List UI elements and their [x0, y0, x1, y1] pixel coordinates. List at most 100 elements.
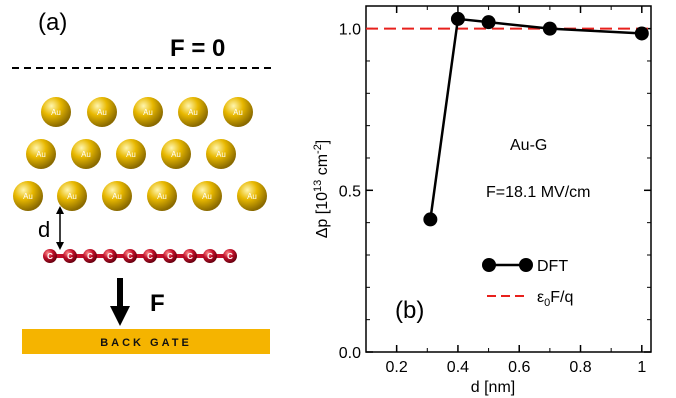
field-zero-label: F = 0: [170, 35, 225, 62]
gold-atom-sphere: [26, 139, 56, 169]
carbon-atom-label: C: [47, 252, 53, 261]
x-tick-label: 0.4: [447, 359, 469, 376]
carbon-atom: C: [83, 249, 97, 263]
distance-label: d: [38, 217, 50, 242]
gold-atom-label: Au: [188, 108, 198, 117]
gold-atom-sphere: [41, 97, 71, 127]
legend-reference-label: ε0F/q: [537, 289, 573, 309]
gold-atom: Au: [57, 181, 87, 211]
panel-b: 0.2 0.4 0.6 0.8 1 0.0 0.5 1.0 Δp [1013 cm-2] d …: [312, 5, 652, 396]
gold-atom: Au: [133, 97, 163, 127]
carbon-atom-label: C: [187, 252, 193, 261]
plot-area: [365, 5, 652, 353]
carbon-atom-label: C: [87, 252, 93, 261]
distance-arrow-head-down: [56, 242, 64, 250]
gold-atom-label: Au: [81, 150, 91, 159]
x-tick-label: 1: [637, 359, 646, 376]
y-axis-label: Δp [1013 cm-2]: [312, 140, 331, 239]
carbon-atom-sphere: [123, 249, 137, 263]
gold-atom: Au: [71, 139, 101, 169]
gold-atom-sphere: [147, 181, 177, 211]
gold-atom-sphere: [178, 97, 208, 127]
dft-data-point: [634, 26, 649, 41]
dft-data-point: [423, 212, 438, 227]
gold-atom-sphere: [13, 181, 43, 211]
gold-atom-sphere: [87, 97, 117, 127]
gold-atom-sphere: [133, 97, 163, 127]
carbon-atom-label: C: [127, 252, 133, 261]
carbon-atom-sphere: [203, 249, 217, 263]
dft-data-point: [450, 11, 465, 26]
dft-data-point: [481, 15, 496, 30]
carbon-atom-sphere: [83, 249, 97, 263]
gold-atom-label: Au: [126, 150, 136, 159]
gold-atom-sphere: [192, 181, 222, 211]
gold-atom-label: Au: [143, 108, 153, 117]
carbon-atom-label: C: [167, 252, 173, 261]
legend: DFT ε0F/q: [482, 258, 573, 309]
x-axis-label: d [nm]: [471, 379, 515, 396]
carbon-atom: C: [43, 249, 57, 263]
gold-atom-sphere: [237, 181, 267, 211]
gold-atom-label: Au: [23, 192, 33, 201]
plot-series: [366, 11, 651, 227]
field-label: F: [150, 290, 165, 317]
gold-atom-label: Au: [171, 150, 181, 159]
field-arrow-head: [110, 306, 130, 326]
gold-atom-label: Au: [67, 192, 77, 201]
x-tick-label: 0.2: [386, 359, 408, 376]
carbon-atom: C: [63, 249, 77, 263]
carbon-atom-label: C: [147, 252, 153, 261]
gold-atom-label: Au: [112, 192, 122, 201]
axis-ticks: 0.2 0.4 0.6 0.8 1 0.0 0.5 1.0: [339, 6, 651, 376]
carbon-atom: C: [163, 249, 177, 263]
gold-atom-sphere: [116, 139, 146, 169]
carbon-atom-sphere: [163, 249, 177, 263]
gold-atom: Au: [41, 97, 71, 127]
carbon-atom: C: [103, 249, 117, 263]
panel-b-label: (b): [395, 297, 424, 324]
gold-atom: Au: [87, 97, 117, 127]
gold-atom: Au: [26, 139, 56, 169]
gold-atom-label: Au: [97, 108, 107, 117]
gold-atom: Au: [102, 181, 132, 211]
panel-a-label: (a): [38, 9, 67, 36]
dft-data-point: [542, 21, 557, 36]
carbon-atom: C: [203, 249, 217, 263]
gold-atom-label: Au: [216, 150, 226, 159]
legend-dft-label: DFT: [537, 258, 568, 275]
y-tick-label: 0.0: [339, 345, 361, 362]
gold-atom-sphere: [223, 97, 253, 127]
carbon-atom-sphere: [43, 249, 57, 263]
back-gate: [22, 329, 270, 354]
legend-dft-marker-left: [482, 258, 496, 272]
carbon-atom-sphere: [223, 249, 237, 263]
gold-atom: Au: [161, 139, 191, 169]
back-gate-label: BACK GATE: [100, 337, 192, 349]
annotation-field: F=18.1 MV/cm: [486, 184, 590, 201]
x-tick-label: 0.6: [508, 359, 530, 376]
x-tick-label: 0.8: [569, 359, 591, 376]
gold-atom: Au: [237, 181, 267, 211]
annotation-material: Au-G: [510, 137, 547, 154]
y-tick-label: 1.0: [339, 22, 361, 39]
gold-atom: Au: [178, 97, 208, 127]
carbon-atom: C: [143, 249, 157, 263]
gold-atom-label: Au: [202, 192, 212, 201]
gold-atom: Au: [116, 139, 146, 169]
carbon-atom-sphere: [143, 249, 157, 263]
gold-atom-sphere: [71, 139, 101, 169]
carbon-atom-label: C: [227, 252, 233, 261]
y-tick-label: 0.5: [339, 183, 361, 200]
carbon-atom-label: C: [107, 252, 113, 261]
gold-atom-sphere: [102, 181, 132, 211]
gold-atom: Au: [13, 181, 43, 211]
carbon-atom: C: [183, 249, 197, 263]
distance-arrow-head-up: [56, 206, 64, 214]
gold-atom-label: Au: [247, 192, 257, 201]
gold-atom: Au: [192, 181, 222, 211]
carbon-atom-sphere: [103, 249, 117, 263]
